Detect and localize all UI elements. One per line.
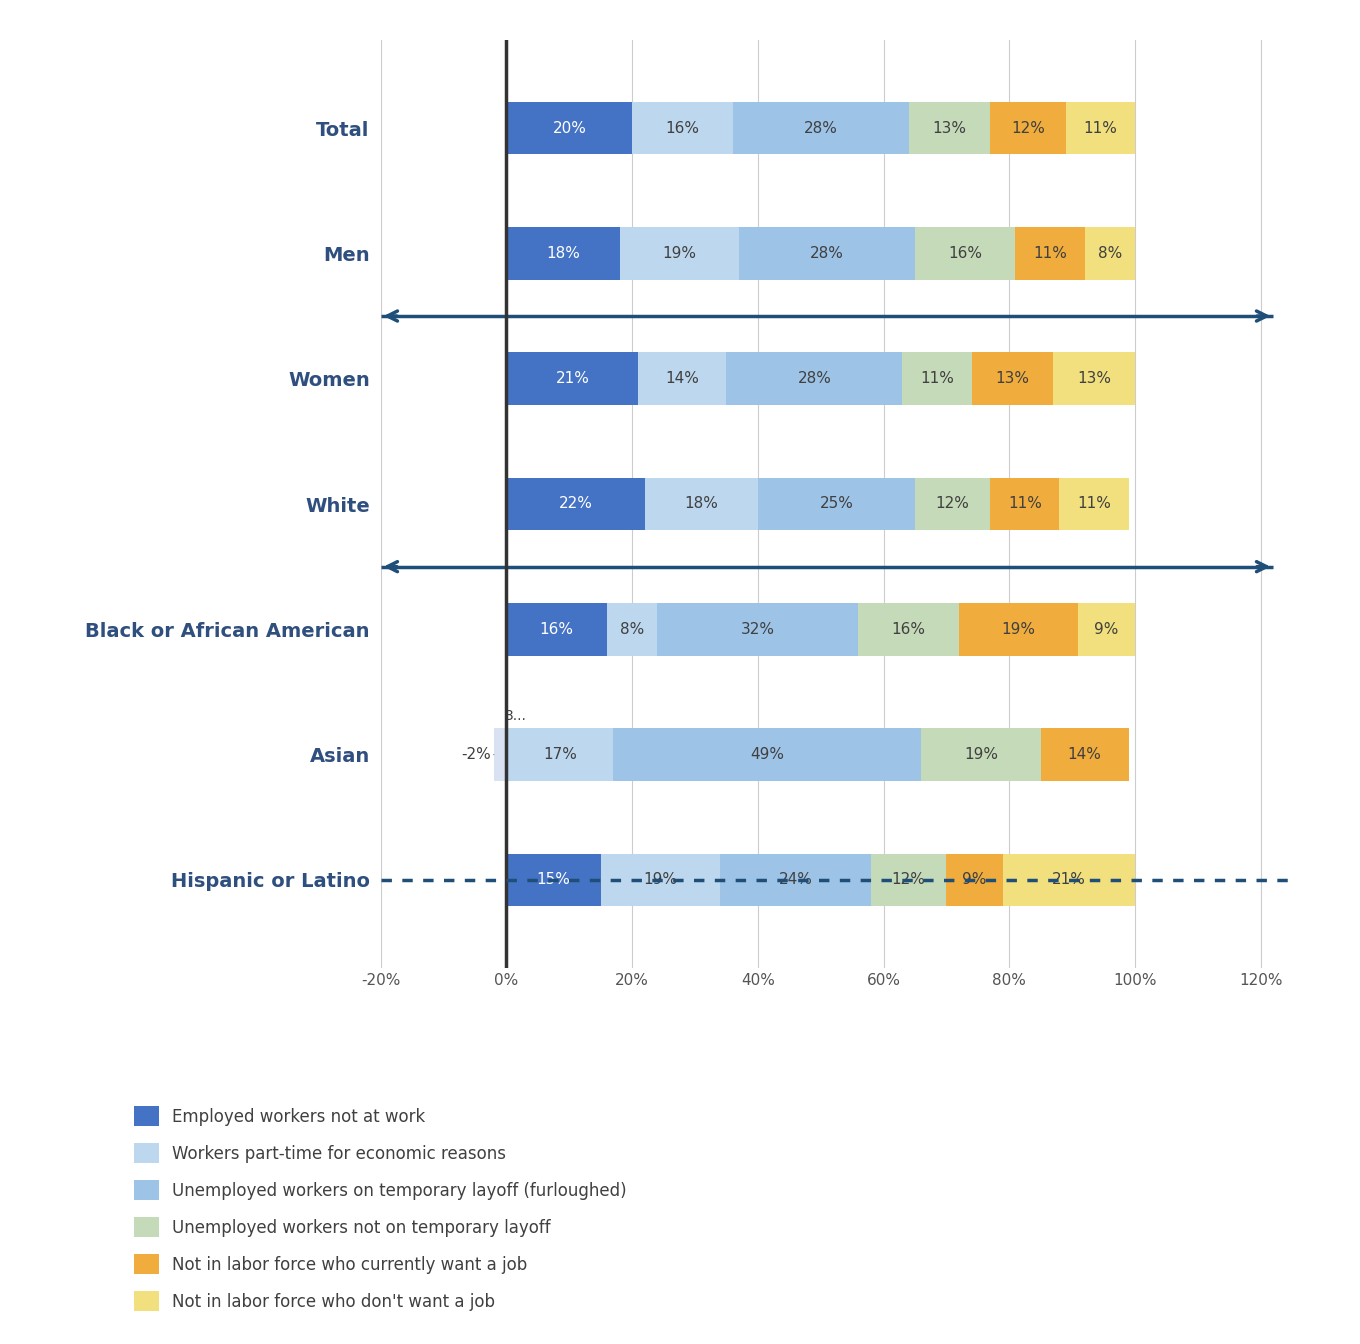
- Text: 19%: 19%: [643, 872, 677, 887]
- Text: 8%: 8%: [620, 622, 645, 637]
- Bar: [620, 227, 738, 280]
- Text: 20%: 20%: [552, 121, 586, 136]
- Text: 19%: 19%: [964, 747, 998, 762]
- Legend: Employed workers not at work, Workers part-time for economic reasons, Unemployed: Employed workers not at work, Workers pa…: [135, 1106, 627, 1312]
- Text: 21%: 21%: [1053, 872, 1085, 887]
- Bar: [506, 603, 607, 656]
- Bar: [613, 728, 921, 781]
- Text: 11%: 11%: [1077, 496, 1111, 512]
- Bar: [921, 728, 1040, 781]
- Bar: [903, 352, 971, 405]
- Text: 9%: 9%: [963, 872, 987, 887]
- Text: 21%: 21%: [555, 371, 589, 386]
- Bar: [908, 102, 990, 155]
- Bar: [638, 352, 726, 405]
- Text: 12%: 12%: [936, 496, 970, 512]
- Text: 19%: 19%: [1001, 622, 1035, 637]
- Text: 28%: 28%: [811, 246, 845, 261]
- Text: 28%: 28%: [797, 371, 831, 386]
- Bar: [858, 603, 959, 656]
- Text: 24%: 24%: [779, 872, 812, 887]
- Text: 13%: 13%: [996, 371, 1030, 386]
- Bar: [506, 728, 613, 781]
- Text: 15%: 15%: [537, 872, 571, 887]
- Text: 12%: 12%: [892, 872, 926, 887]
- Bar: [726, 352, 903, 405]
- Bar: [915, 227, 1016, 280]
- Text: 16%: 16%: [665, 121, 699, 136]
- Bar: [632, 102, 733, 155]
- Text: 16%: 16%: [948, 246, 982, 261]
- Bar: [506, 352, 638, 405]
- Bar: [915, 477, 990, 531]
- Text: 11%: 11%: [919, 371, 953, 386]
- Bar: [1016, 227, 1085, 280]
- Text: 25%: 25%: [820, 496, 853, 512]
- Bar: [506, 227, 620, 280]
- Text: 11%: 11%: [1034, 246, 1068, 261]
- Bar: [959, 603, 1078, 656]
- Bar: [1078, 603, 1134, 656]
- Bar: [758, 477, 915, 531]
- Text: 13%: 13%: [1077, 371, 1111, 386]
- Text: 16%: 16%: [540, 622, 574, 637]
- Text: 14%: 14%: [665, 371, 699, 386]
- Bar: [657, 603, 858, 656]
- Bar: [1040, 728, 1129, 781]
- Bar: [1059, 477, 1129, 531]
- Text: 16%: 16%: [892, 622, 926, 637]
- Bar: [990, 102, 1066, 155]
- Text: 22%: 22%: [559, 496, 593, 512]
- Bar: [645, 477, 758, 531]
- Bar: [990, 477, 1059, 531]
- Text: 11%: 11%: [1008, 496, 1042, 512]
- Bar: [1053, 352, 1134, 405]
- Bar: [506, 102, 632, 155]
- Bar: [601, 853, 721, 906]
- Bar: [1002, 853, 1134, 906]
- Bar: [721, 853, 870, 906]
- Text: 11%: 11%: [1084, 121, 1118, 136]
- Bar: [1066, 102, 1134, 155]
- Text: 3...: 3...: [505, 710, 526, 723]
- Text: -2%: -2%: [461, 747, 491, 762]
- Bar: [506, 477, 645, 531]
- Bar: [971, 352, 1053, 405]
- Text: 18%: 18%: [684, 496, 718, 512]
- Bar: [494, 728, 506, 781]
- Bar: [738, 227, 915, 280]
- Text: 8%: 8%: [1098, 246, 1122, 261]
- Text: 17%: 17%: [543, 747, 577, 762]
- Bar: [607, 603, 657, 656]
- Text: 49%: 49%: [751, 747, 785, 762]
- Text: 18%: 18%: [547, 246, 579, 261]
- Bar: [870, 853, 947, 906]
- Bar: [506, 853, 601, 906]
- Text: 9%: 9%: [1095, 622, 1119, 637]
- Bar: [1085, 227, 1134, 280]
- Bar: [947, 853, 1002, 906]
- Text: 14%: 14%: [1068, 747, 1102, 762]
- Text: 32%: 32%: [741, 622, 775, 637]
- Text: 12%: 12%: [1010, 121, 1044, 136]
- Text: 28%: 28%: [804, 121, 838, 136]
- Text: 19%: 19%: [662, 246, 696, 261]
- Bar: [733, 102, 908, 155]
- Text: 13%: 13%: [933, 121, 967, 136]
